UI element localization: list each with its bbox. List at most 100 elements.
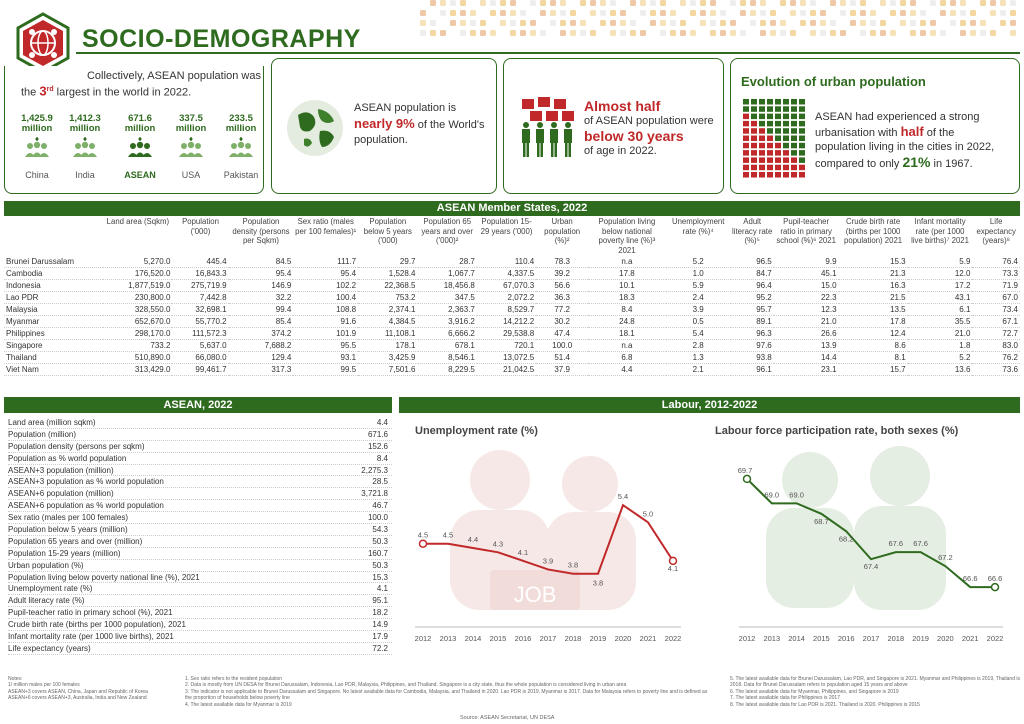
- list-label: Unemployment rate (%): [8, 584, 93, 594]
- dot: [420, 10, 426, 16]
- dot: [770, 30, 776, 36]
- urban-cell: [783, 164, 789, 171]
- value-cell: 445.4: [172, 256, 229, 268]
- list-label: Life expectancy (years): [8, 643, 91, 653]
- people-icon: [229, 137, 253, 157]
- x-tick-label: 2020: [937, 634, 954, 643]
- dot: [480, 20, 486, 26]
- list-label: Pupil-teacher ratio in primary school (%…: [8, 608, 173, 618]
- footnote-line: 1/ million males per 100 females: [8, 682, 80, 689]
- dot: [870, 10, 876, 16]
- footnote-line: 3. The indicator is not applicable to Br…: [185, 688, 708, 702]
- list-item: ASEAN+6 population as % world population…: [8, 500, 392, 513]
- list-value: 17.9: [372, 632, 388, 642]
- dot: [440, 0, 446, 6]
- dot: [430, 0, 436, 6]
- dot: [720, 20, 726, 26]
- value-cell: 93.8: [730, 351, 774, 364]
- list-item: ASEAN+6 population (million) 3,721.8: [8, 488, 392, 501]
- list-item: Pupil-teacher ratio in primary school (%…: [8, 607, 392, 620]
- dot: [960, 0, 966, 6]
- x-tick-label: 2017: [540, 634, 557, 643]
- labour-background-art: JOB: [450, 446, 946, 610]
- dot: [590, 0, 596, 6]
- list-label: Population 65 years and over (million): [8, 536, 143, 546]
- urban-cell: [767, 113, 773, 120]
- value-cell: 7,501.6: [358, 363, 418, 376]
- value-cell: 73.6: [972, 363, 1020, 376]
- dot: [830, 0, 836, 6]
- dot: [740, 10, 746, 16]
- series-line: [746, 478, 995, 589]
- data-label: 3.8: [568, 561, 578, 570]
- data-label: 4.4: [468, 535, 478, 544]
- dot: [550, 20, 556, 26]
- country-cell: Thailand: [4, 351, 104, 364]
- rank-text: Collectively, ASEAN population was the 3…: [17, 69, 261, 100]
- youth-headline: Almost half: [584, 98, 661, 114]
- urban-cell: [791, 113, 797, 120]
- dot: [650, 10, 656, 16]
- value-cell: 21,042.5: [476, 363, 537, 376]
- dot: [550, 10, 556, 16]
- dot: [470, 10, 476, 16]
- value-cell: 176,520.0: [103, 267, 173, 280]
- value-cell: 55,770.2: [172, 315, 229, 328]
- dot: [860, 30, 866, 36]
- list-label: Urban population (%): [8, 560, 84, 570]
- dot: [820, 30, 826, 36]
- urban-cell: [743, 164, 749, 171]
- urban-cell: [799, 106, 805, 112]
- value-cell: 73.3: [972, 267, 1020, 280]
- table-row: Thailand 510,890.0 66,080.0 129.4 93.1 3,425.…: [4, 351, 1020, 364]
- column-header: Sex ratio (males per 100 females)¹: [295, 217, 357, 236]
- dot: [980, 20, 986, 26]
- urban-cell: [799, 113, 805, 120]
- value-cell: 15.7: [838, 363, 908, 376]
- dot: [790, 0, 796, 6]
- value-cell: 18.1: [588, 327, 666, 340]
- urban-cell: [759, 142, 765, 149]
- value-cell: 18.3: [588, 291, 666, 304]
- value-cell: 9.9: [773, 256, 839, 268]
- list-value: 152.6: [367, 441, 388, 451]
- table-row: Cambodia 176,520.0 16,843.3 95.4 95.4 1,528.4…: [4, 267, 1020, 280]
- data-label: 67.6: [913, 539, 928, 548]
- dot: [820, 20, 826, 26]
- urban-cell: [799, 150, 805, 156]
- value-cell: 35.5: [907, 315, 973, 328]
- world-share-value: nearly 9%: [354, 116, 415, 131]
- x-tick-label: 2015: [813, 634, 830, 643]
- dot: [580, 30, 586, 36]
- dot: [610, 20, 616, 26]
- urban-cell: [751, 172, 757, 178]
- dot: [440, 10, 446, 16]
- dot: [510, 0, 516, 6]
- urban-cell: [767, 120, 773, 127]
- dot: [910, 30, 916, 36]
- value-cell: 108.8: [293, 303, 359, 316]
- column-header: Adult literacy rate (%)⁵: [732, 217, 773, 245]
- urban-line2a: urbanisation with: [815, 126, 901, 139]
- dot: [620, 20, 626, 26]
- value-cell: 7,688.2: [228, 339, 294, 352]
- dot: [710, 30, 716, 36]
- dot: [980, 0, 986, 6]
- value-cell: 5.9: [907, 256, 973, 268]
- dot: [430, 30, 436, 36]
- footnotes-col2: 1. Sex ratio refers to the resident popu…: [185, 676, 715, 708]
- value-cell: 24.8: [588, 315, 666, 328]
- country-stat: 233.5 million Pakistan: [221, 114, 261, 181]
- dot: [450, 20, 456, 26]
- dot: [500, 20, 506, 26]
- urban-cell: [743, 99, 749, 105]
- urban-cell: [743, 113, 749, 120]
- dot: [970, 30, 976, 36]
- dot: [460, 10, 466, 16]
- asean-2022-list: Land area (million sqkm) 4.4 Population (m…: [8, 417, 392, 655]
- dot: [1000, 10, 1006, 16]
- urban-cell: [799, 128, 805, 134]
- urban-cell: [743, 142, 749, 149]
- value-cell: 1,877,519.0: [103, 279, 173, 292]
- value-cell: 5,637.0: [172, 339, 229, 352]
